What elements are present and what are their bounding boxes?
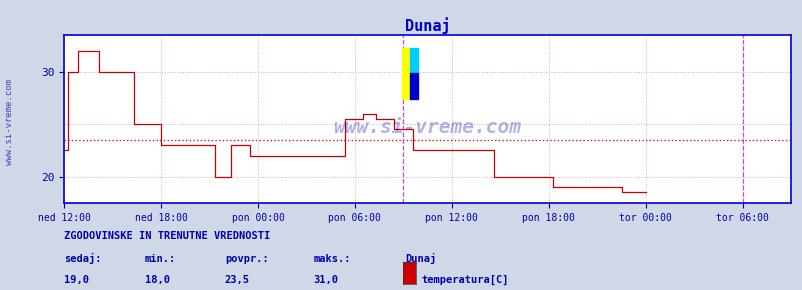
Text: 18,0: 18,0 <box>144 275 169 285</box>
Title: Dunaj: Dunaj <box>404 17 450 34</box>
Text: 23,5: 23,5 <box>225 275 249 285</box>
Text: min.:: min.: <box>144 254 176 264</box>
Text: temperatura[C]: temperatura[C] <box>421 275 508 285</box>
Text: 31,0: 31,0 <box>313 275 338 285</box>
Text: 19,0: 19,0 <box>64 275 89 285</box>
Text: maks.:: maks.: <box>313 254 350 264</box>
Bar <box>402 48 410 99</box>
Text: ZGODOVINSKE IN TRENUTNE VREDNOSTI: ZGODOVINSKE IN TRENUTNE VREDNOSTI <box>64 231 270 241</box>
Bar <box>410 73 418 99</box>
Text: sedaj:: sedaj: <box>64 253 102 264</box>
Text: www.si-vreme.com: www.si-vreme.com <box>333 118 521 137</box>
Bar <box>410 48 418 73</box>
Text: Dunaj: Dunaj <box>405 253 436 264</box>
Text: www.si-vreme.com: www.si-vreme.com <box>5 79 14 165</box>
Text: povpr.:: povpr.: <box>225 254 268 264</box>
